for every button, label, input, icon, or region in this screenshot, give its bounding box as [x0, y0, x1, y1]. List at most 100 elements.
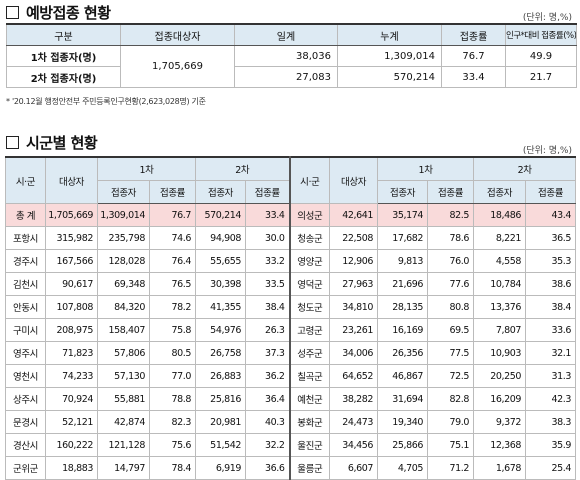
- dose2-rate: 33.4: [245, 203, 291, 227]
- dose1-vaccinated: 14,797: [97, 456, 150, 480]
- dose1-rate: 78.8: [148, 387, 197, 411]
- header-cumulative: 누계: [337, 23, 442, 46]
- header-pop-rate: 인구*대비 접종률(%): [505, 23, 577, 46]
- pop-rate-value: 21.7: [505, 66, 577, 88]
- regional-header-row1: 시·군 대상자 1차 2차 시·군 대상자 1차 2차: [5, 156, 577, 204]
- region-name: 총 계: [5, 203, 46, 227]
- dose2-rate: 36.5: [525, 226, 577, 250]
- dose1-vaccinated: 35,174: [377, 203, 429, 227]
- dose2-vaccinated: 51,542: [195, 433, 247, 457]
- summary-row-dose2: 2차 접종자(명) 27,083 570,214 33.4 21.7: [6, 66, 577, 88]
- dose2-vaccinated: 1,678: [473, 456, 527, 480]
- dose2-rate: 36.2: [245, 364, 291, 388]
- target-count: 64,652: [329, 364, 379, 388]
- dose2-vaccinated: 20,250: [473, 364, 527, 388]
- dose1-rate: 77.5: [427, 341, 475, 365]
- dose1-rate: 78.4: [148, 456, 197, 480]
- target-count: 6,607: [329, 456, 379, 480]
- table-row: 군위군 18,883 14,797 78.4 6,919 36.6 울릉군 6,607 4,70…: [5, 456, 577, 480]
- dose1-vaccinated: 9,813: [377, 249, 429, 273]
- dose2-rate: 25.4: [525, 456, 577, 480]
- dose1-vaccinated: 17,682: [377, 226, 429, 250]
- table-row: 문경시 52,121 42,874 82.3 20,981 40.3 봉화군 24,473 19…: [5, 410, 577, 434]
- dose1-rate: 76.4: [148, 249, 197, 273]
- table-row: 영주시 71,823 57,806 80.5 26,758 37.3 성주군 34,006 26…: [5, 341, 577, 365]
- dose2-rate: 38.6: [525, 272, 577, 296]
- target-count: 42,641: [329, 203, 379, 227]
- dose2-rate: 26.3: [245, 318, 291, 342]
- header-vaccinated: 접종자: [473, 180, 527, 204]
- section1-title-text: 예방접종 현황: [26, 4, 111, 22]
- dose2-rate: 35.9: [525, 433, 577, 457]
- summary-header-row: 구분 접종대상자 일계 누계 접종률 인구*대비 접종률(%): [6, 23, 577, 46]
- dose1-rate: 78.6: [427, 226, 475, 250]
- header-dose2: 2차: [195, 156, 291, 181]
- target-count: 90,617: [45, 272, 98, 296]
- dose2-vaccinated: 30,398: [195, 272, 247, 296]
- vaccination-summary-table: 구분 접종대상자 일계 누계 접종률 인구*대비 접종률(%) 1차 접종자(명…: [6, 23, 577, 88]
- header-vaccinated: 접종자: [377, 180, 429, 204]
- region-name: 경산시: [5, 433, 46, 457]
- dose1-rate: 76.0: [427, 249, 475, 273]
- region-name: 의성군: [288, 203, 331, 227]
- target-count: 107,808: [45, 295, 98, 319]
- target-count: 52,121: [45, 410, 98, 434]
- dose2-vaccinated: 18,486: [473, 203, 527, 227]
- rate-value: 76.7: [441, 45, 506, 67]
- dose2-rate: 38.4: [525, 295, 577, 319]
- dose1-rate: 74.6: [148, 226, 197, 250]
- dose1-rate: 75.1: [427, 433, 475, 457]
- dose2-vaccinated: 26,758: [195, 341, 247, 365]
- dose2-vaccinated: 4,558: [473, 249, 527, 273]
- dose2-vaccinated: 25,816: [195, 387, 247, 411]
- header-rate: 접종률: [441, 23, 506, 46]
- section2-title: 시군별 현황: [6, 132, 98, 153]
- target-count: 23,261: [329, 318, 379, 342]
- header-rate: 접종률: [148, 180, 197, 204]
- header-dose1: 1차: [377, 156, 475, 181]
- region-name: 영천시: [5, 364, 46, 388]
- region-name: 성주군: [288, 341, 331, 365]
- dose1-vaccinated: 235,798: [97, 226, 150, 250]
- section1-title: 예방접종 현황: [6, 2, 111, 23]
- regional-status-table: 시·군 대상자 1차 2차 시·군 대상자 1차 2차 접종자 접종률 접종자 …: [5, 156, 577, 480]
- region-name: 영주시: [5, 341, 46, 365]
- header-target: 대상자: [45, 156, 98, 204]
- dose2-rate: 32.1: [525, 341, 577, 365]
- dose1-rate: 77.0: [148, 364, 197, 388]
- target-count: 22,508: [329, 226, 379, 250]
- region-name: 군위군: [5, 456, 46, 480]
- target-count: 315,982: [45, 226, 98, 250]
- region-name: 울진군: [288, 433, 331, 457]
- region-name: 영덕군: [288, 272, 331, 296]
- regional-header-row2: 접종자 접종률 접종자 접종률 접종자 접종률 접종자 접종률: [6, 180, 577, 204]
- dose2-vaccinated: 8,221: [473, 226, 527, 250]
- dose1-vaccinated: 84,320: [97, 295, 150, 319]
- region-name: 고령군: [288, 318, 331, 342]
- dose1-vaccinated: 21,696: [377, 272, 429, 296]
- target-count: 18,883: [45, 456, 98, 480]
- dose2-vaccinated: 16,209: [473, 387, 527, 411]
- region-name: 울릉군: [288, 456, 331, 480]
- region-name: 경주시: [5, 249, 46, 273]
- dose2-vaccinated: 54,976: [195, 318, 247, 342]
- table-row: 경주시 167,566 128,028 76.4 55,655 33.2 영양군 12,906…: [5, 249, 577, 273]
- dose1-rate: 80.5: [148, 341, 197, 365]
- dose2-rate: 38.3: [525, 410, 577, 434]
- dose1-rate: 82.8: [427, 387, 475, 411]
- dose1-vaccinated: 128,028: [97, 249, 150, 273]
- region-name: 봉화군: [288, 410, 331, 434]
- header-rate: 접종률: [525, 180, 577, 204]
- header-target: 대상자: [329, 156, 379, 204]
- dose2-rate: 36.4: [245, 387, 291, 411]
- table-row: 구미시 208,975 158,407 75.8 54,976 26.3 고령군 23,261…: [5, 318, 577, 342]
- dose1-rate: 82.3: [148, 410, 197, 434]
- dose1-vaccinated: 121,128: [97, 433, 150, 457]
- table-row: 포항시 315,982 235,798 74.6 94,908 30.0 청송군 22,508…: [5, 226, 577, 250]
- region-name: 칠곡군: [288, 364, 331, 388]
- dose2-rate: 36.6: [245, 456, 291, 480]
- header-category: 구분: [6, 23, 121, 46]
- target-count: 34,456: [329, 433, 379, 457]
- dose2-vaccinated: 26,883: [195, 364, 247, 388]
- dose1-rate: 78.2: [148, 295, 197, 319]
